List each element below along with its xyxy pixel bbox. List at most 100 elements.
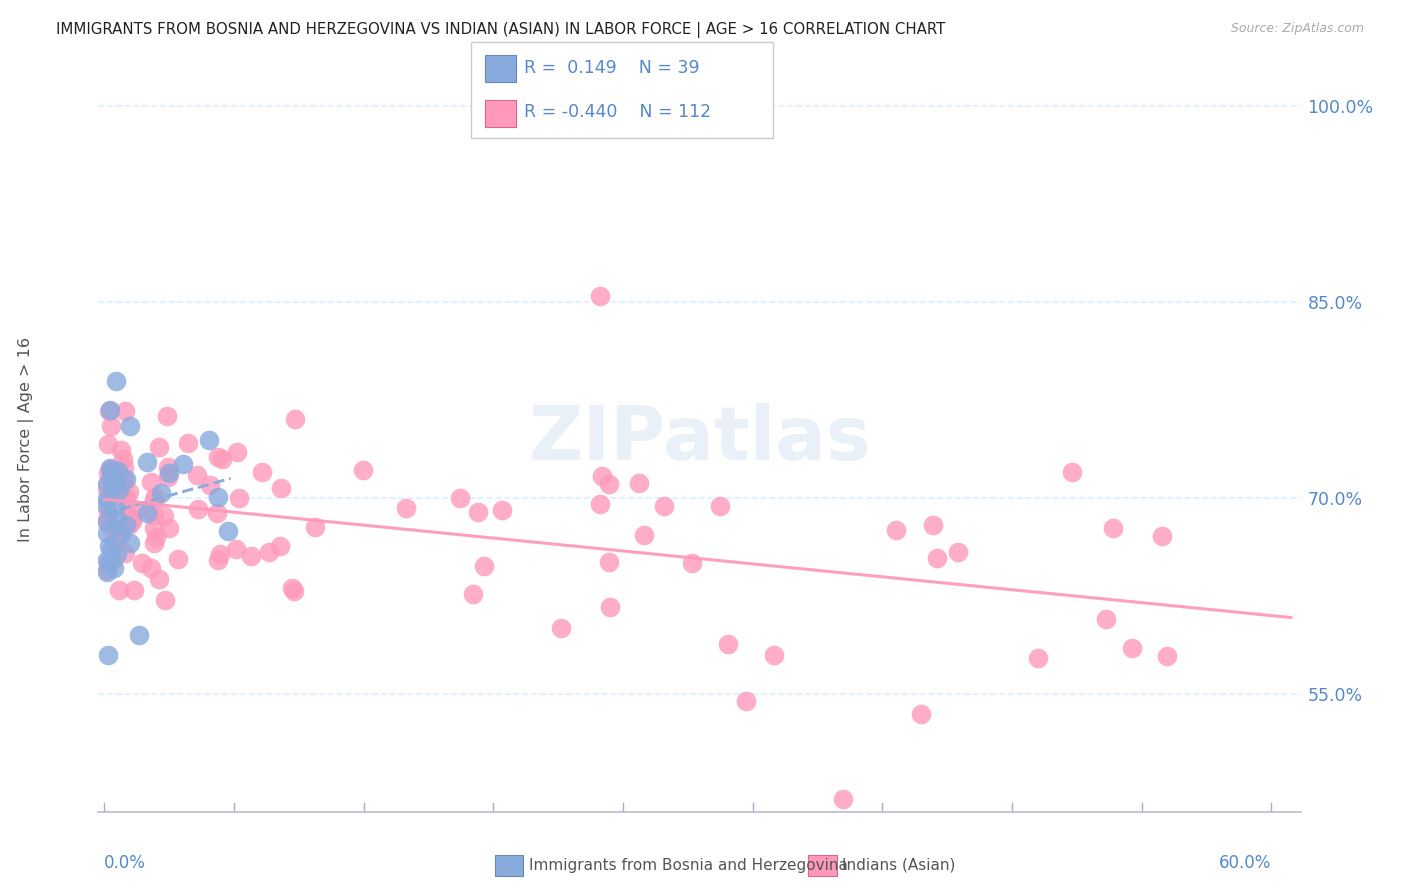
Point <box>127 502 149 516</box>
Text: Immigrants from Bosnia and Herzegovina: Immigrants from Bosnia and Herzegovina <box>529 858 848 872</box>
Point <box>240 549 263 563</box>
Point <box>228 491 250 506</box>
Point <box>96 491 118 506</box>
Point <box>96 526 118 541</box>
Point <box>101 483 124 497</box>
Text: ZIPatlas: ZIPatlas <box>529 403 870 475</box>
Point <box>211 451 233 466</box>
Point <box>177 436 200 450</box>
Point <box>97 466 120 480</box>
Point <box>98 539 121 553</box>
Point <box>198 478 221 492</box>
Point <box>96 565 118 579</box>
Point <box>117 485 139 500</box>
Point <box>135 506 157 520</box>
Point <box>717 637 740 651</box>
Point <box>131 556 153 570</box>
Point <box>96 481 118 495</box>
Point <box>598 476 620 491</box>
Point <box>591 469 613 483</box>
Point <box>115 472 138 486</box>
Point <box>114 518 136 533</box>
Point <box>114 546 136 560</box>
Point <box>166 552 188 566</box>
Point <box>96 563 118 577</box>
Point <box>128 628 150 642</box>
Point <box>250 465 273 479</box>
Text: 0.0%: 0.0% <box>104 854 146 871</box>
Point <box>159 521 181 535</box>
Point <box>108 483 131 497</box>
Point <box>96 498 118 512</box>
Point <box>1156 649 1178 664</box>
Point <box>97 437 120 451</box>
Point <box>449 491 471 505</box>
Point <box>910 706 932 721</box>
Point <box>96 515 118 529</box>
Point <box>461 587 484 601</box>
Point <box>148 440 170 454</box>
Point <box>96 477 118 491</box>
Point <box>112 474 135 488</box>
Point <box>709 500 731 514</box>
Point <box>143 535 166 549</box>
Point <box>156 460 179 475</box>
Point <box>467 505 489 519</box>
Point <box>121 512 143 526</box>
Point <box>628 476 651 491</box>
Point <box>120 510 142 524</box>
Point <box>1095 612 1118 626</box>
Point <box>633 528 655 542</box>
Point <box>1152 529 1174 543</box>
Point <box>148 572 170 586</box>
Point <box>207 553 229 567</box>
Point <box>187 502 209 516</box>
Point <box>832 791 855 805</box>
Point <box>105 533 128 548</box>
Point <box>762 648 785 662</box>
Point <box>100 543 122 558</box>
Point <box>97 505 120 519</box>
Point <box>103 561 125 575</box>
Point <box>1121 641 1143 656</box>
Point <box>142 493 165 508</box>
Point <box>107 463 129 477</box>
Point <box>284 412 307 426</box>
Point <box>884 523 907 537</box>
Point <box>105 512 128 526</box>
Point <box>589 497 612 511</box>
Point <box>96 513 118 527</box>
Point <box>100 465 122 479</box>
Point <box>110 523 132 537</box>
Point <box>136 455 159 469</box>
Point <box>155 593 177 607</box>
Point <box>98 471 121 485</box>
Text: In Labor Force | Age > 16: In Labor Force | Age > 16 <box>18 337 34 541</box>
Point <box>153 509 176 524</box>
Point <box>108 481 131 495</box>
Point <box>598 555 620 569</box>
Point <box>1101 521 1123 535</box>
Point <box>652 499 675 513</box>
Point <box>205 506 228 520</box>
Point <box>104 472 127 486</box>
Point <box>141 475 163 490</box>
Point <box>217 524 239 538</box>
Point <box>257 544 280 558</box>
Point <box>142 521 165 535</box>
Point <box>550 620 572 634</box>
Point <box>98 462 121 476</box>
Point <box>922 518 945 533</box>
Point <box>186 468 208 483</box>
Point <box>107 524 129 538</box>
Point <box>96 553 118 567</box>
Point <box>207 490 229 504</box>
Point <box>112 459 135 474</box>
Point <box>589 288 612 302</box>
Point <box>304 520 326 534</box>
Point <box>681 556 703 570</box>
Point <box>110 527 132 541</box>
Point <box>115 496 138 510</box>
Point <box>110 442 132 457</box>
Point <box>97 556 120 570</box>
